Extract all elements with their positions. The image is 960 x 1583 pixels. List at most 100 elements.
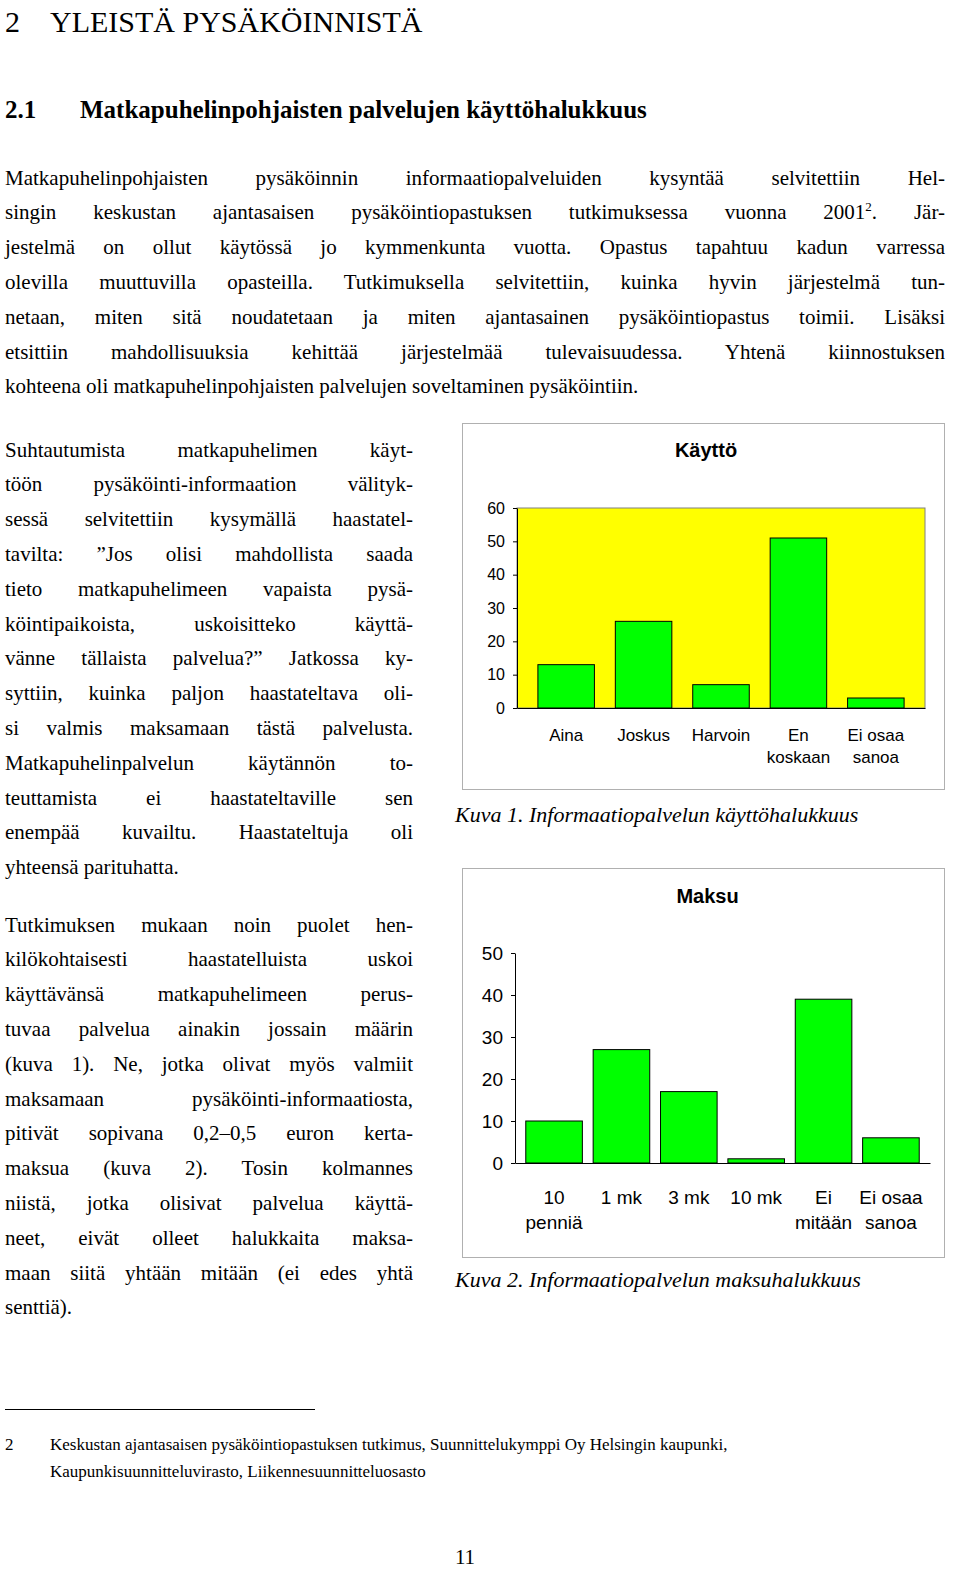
y-tick-label: 0 — [496, 700, 505, 717]
x-tick-label: 1 mk — [601, 1187, 643, 1208]
bar — [593, 1050, 650, 1163]
chart: Käyttö0102030405060AinaJoskusHarvoinEnko… — [462, 423, 945, 790]
y-tick-label: 30 — [482, 1027, 503, 1048]
section-number: 2.1 — [5, 94, 36, 126]
text-line: tieto matkapuhelimeen vapaista pysä- — [5, 572, 413, 607]
x-tick-label: Joskus — [617, 726, 670, 745]
y-tick: 40 — [487, 566, 517, 583]
y-tick-label: 60 — [487, 500, 505, 517]
bars — [538, 538, 904, 708]
footnote-separator — [5, 1409, 315, 1410]
chart-frame — [463, 869, 945, 1258]
y-tick: 0 — [492, 1153, 515, 1174]
figure-caption: Kuva 1. Informaatiopalvelun käyttöhalukk… — [455, 800, 858, 830]
x-axis: Aina Joskus Harvoin Enkoskaan Ei osaasanoa — [518, 709, 926, 768]
y-tick: 20 — [482, 1069, 515, 1090]
heading-title: YLEISTÄ PYSÄKÖINNISTÄ — [50, 4, 423, 40]
y-tick-mark — [511, 953, 515, 954]
text-line: etsittiin mahdollisuuksia kehittää järje… — [5, 335, 945, 370]
text-line: käyttävänsä matkapuhelimeen perus- — [5, 977, 413, 1012]
y-tick-mark — [513, 508, 517, 509]
x-tick: 10 mk — [730, 1187, 782, 1208]
text-line: niistä, jotka olisivat palvelua käyttä- — [5, 1186, 413, 1221]
text-line: Matkapuhelinpohjaisten pysäköinnin infor… — [5, 161, 945, 196]
bar — [795, 999, 852, 1163]
text-line: teuttamista ei haastateltaville sen — [5, 781, 413, 816]
bar — [693, 685, 750, 708]
y-tick: 50 — [487, 533, 517, 550]
y-tick-label: 40 — [487, 566, 505, 583]
text-line: neet, eivät olleet halukkaita maksa- — [5, 1221, 413, 1256]
y-tick-mark — [511, 995, 515, 996]
x-tick: Ei osaasanoa — [859, 1187, 923, 1233]
bar — [770, 538, 827, 708]
y-tick-label: 0 — [492, 1153, 503, 1174]
y-tick-mark — [511, 1163, 515, 1164]
y-tick-mark — [513, 708, 517, 709]
section-title: Matkapuhelinpohjaisten palvelujen käyttö… — [80, 94, 647, 126]
plot-area — [517, 508, 925, 708]
text-line: singin keskustan ajantasaisen pysäköinti… — [5, 195, 945, 230]
x-tick: Aina — [549, 726, 584, 745]
footnote-text: Kaupunkisuunnitteluvirasto, Liikennesuun… — [50, 1460, 426, 1484]
y-axis-line — [517, 509, 518, 709]
x-tick: Harvoin — [692, 726, 751, 745]
footnote-text: Keskustan ajantasaisen pysäköintiopastuk… — [50, 1433, 728, 1457]
y-tick: 40 — [482, 985, 515, 1006]
bar — [538, 665, 595, 708]
x-tick: 3 mk — [668, 1187, 710, 1208]
bars — [526, 999, 919, 1163]
x-tick: Ei osaasanoa — [847, 726, 904, 767]
y-tick-mark — [513, 675, 517, 676]
text-line: yhteensä parituhatta. — [5, 850, 413, 885]
bar — [526, 1121, 583, 1163]
y-axis-line — [515, 954, 516, 1164]
x-axis-line — [518, 708, 926, 709]
y-tick-mark — [511, 1121, 515, 1122]
x-tick: 1 mk — [601, 1187, 643, 1208]
text-line: maksamaan pysäköinti-informaatiosta, — [5, 1082, 413, 1117]
text-line: kilökohtaisesti haastatelluista uskoi — [5, 942, 413, 977]
text-line: olevilla muuttuvilla opasteilla. Tutkimu… — [5, 265, 945, 300]
x-tick-label: Eimitään — [795, 1187, 852, 1233]
text-line: kohteena oli matkapuhelinpohjaisten palv… — [5, 369, 945, 404]
x-tick: 10penniä — [526, 1187, 583, 1233]
y-tick-label: 20 — [487, 633, 505, 650]
figure-caption: Kuva 2. Informaatiopalvelun maksuhalukku… — [455, 1265, 861, 1295]
chart: Maksu0102030405010penniä1 mk3 mk10 mkEim… — [462, 868, 945, 1258]
chart-frame — [463, 424, 945, 790]
page: 2 YLEISTÄ PYSÄKÖINNISTÄ 2.1 Matkapuhelinpoh… — [0, 0, 960, 1583]
text-line: töön pysäköinti-informaation välityk- — [5, 467, 413, 502]
y-tick-label: 50 — [487, 533, 505, 550]
y-tick: 10 — [487, 666, 517, 683]
x-tick-label: 10penniä — [526, 1187, 583, 1233]
text-line: enempää kuvailtu. Haastateltuja oli — [5, 815, 413, 850]
text-line: tuvaa palvelua ainakin jossain määrin — [5, 1012, 413, 1047]
y-tick-label: 50 — [482, 943, 503, 964]
text-line: jestelmä on ollut käytössä jo kymmenkunt… — [5, 230, 945, 265]
x-tick: Eimitään — [795, 1187, 852, 1233]
x-tick-label: Aina — [549, 726, 584, 745]
text-line: Tutkimuksen mukaan noin puolet hen- — [5, 908, 413, 943]
y-tick-mark — [513, 541, 517, 542]
y-axis: 0 10 20 30 40 50 60 — [487, 500, 517, 717]
footnote-ref: 2 — [865, 199, 872, 214]
x-tick-label: 3 mk — [668, 1187, 710, 1208]
y-tick-label: 20 — [482, 1069, 503, 1090]
x-tick-label: Harvoin — [692, 726, 751, 745]
y-tick-label: 40 — [482, 985, 503, 1006]
x-axis-line — [516, 1163, 931, 1164]
x-tick: Enkoskaan — [767, 726, 830, 767]
footnote-number: 2 — [5, 1433, 14, 1457]
x-tick: Joskus — [617, 726, 670, 745]
text-line: vänne tällaista palvelua?” Jatkossa ky- — [5, 641, 413, 676]
x-tick-label: Enkoskaan — [767, 726, 830, 767]
text-line: Suhtautumista matkapuhelimen käyt- — [5, 433, 413, 468]
y-tick: 30 — [487, 600, 517, 617]
text-line: tavilta: ”Jos olisi mahdollista saada — [5, 537, 413, 572]
y-tick: 0 — [496, 700, 517, 717]
y-tick-label: 30 — [487, 600, 505, 617]
chart-title: Maksu — [676, 885, 738, 907]
text-line: Matkapuhelinpalvelun käytännön to- — [5, 746, 413, 781]
bar — [728, 1159, 785, 1163]
